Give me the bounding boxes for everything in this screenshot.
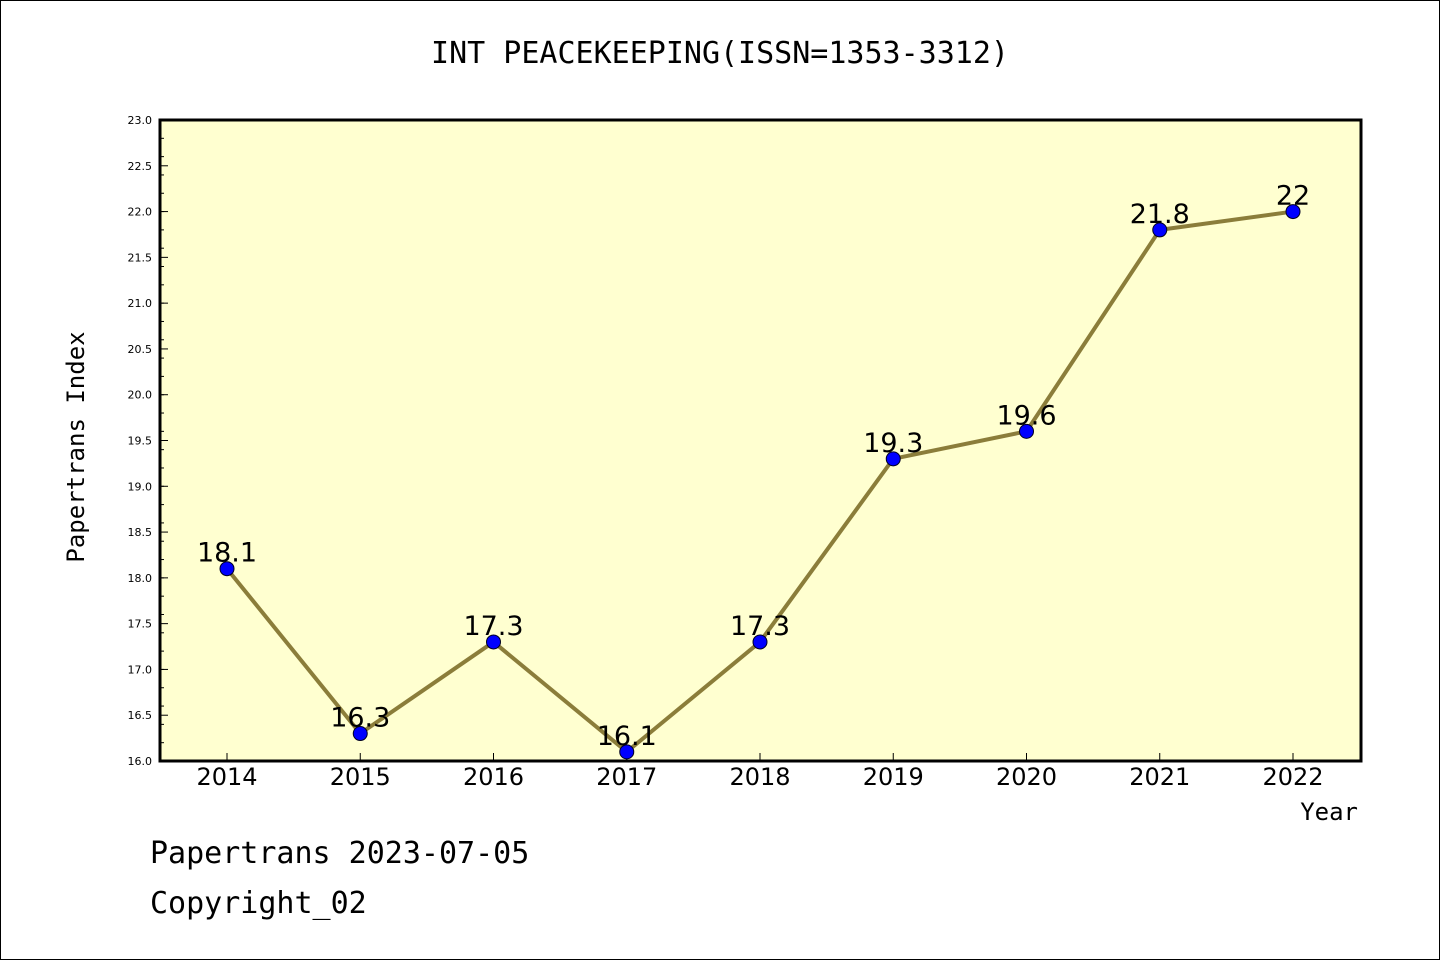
y-tick-label: 19.5 — [128, 435, 153, 448]
y-axis-ticks: 16.0 16.5 17.0 17.5 18.0 18.5 19.0 19.5 20.0 20.5… — [128, 114, 168, 768]
data-label: 16.1 — [597, 721, 657, 752]
x-tick-label: 2021 — [1129, 763, 1190, 791]
data-point — [1019, 423, 1034, 439]
y-tick-label: 17.0 — [128, 663, 153, 676]
x-tick-label: 2014 — [196, 763, 257, 791]
data-point — [752, 634, 768, 650]
data-point — [219, 561, 235, 577]
footer-date: Papertrans 2023-07-05 — [150, 836, 530, 871]
y-tick-label: 21.0 — [128, 297, 153, 310]
y-tick-label: 16.5 — [128, 709, 153, 722]
x-tick-label: 2018 — [729, 763, 790, 791]
data-points — [219, 204, 1301, 760]
y-tick-label: 17.5 — [128, 618, 153, 631]
x-axis-ticks: 2014 2015 2016 2017 2018 2019 2020 2021 2022 — [196, 753, 1324, 791]
y-tick-label: 19.0 — [128, 480, 153, 493]
x-axis-label: Year — [1300, 798, 1358, 826]
data-label: 17.3 — [730, 611, 790, 642]
data-point — [1285, 204, 1301, 220]
data-point — [619, 744, 635, 760]
y-tick-label: 21.5 — [128, 251, 153, 264]
data-label: 16.3 — [330, 703, 390, 734]
y-axis-label: Papertrans Index — [62, 331, 90, 562]
footer-copyright: Copyright_02 — [150, 886, 367, 921]
y-tick-label: 23.0 — [128, 114, 153, 127]
data-point — [885, 451, 901, 467]
x-tick-label: 2022 — [1262, 763, 1323, 791]
x-tick-label: 2020 — [996, 763, 1057, 791]
data-label: 18.1 — [197, 538, 257, 569]
data-label: 19.6 — [996, 400, 1056, 431]
data-point — [486, 634, 501, 650]
data-point — [352, 726, 368, 742]
y-tick-label: 22.0 — [128, 206, 153, 219]
x-tick-label: 2019 — [863, 763, 924, 791]
y-tick-label: 16.0 — [128, 755, 153, 768]
y-tick-label: 18.0 — [128, 572, 153, 585]
data-label: 22 — [1276, 181, 1310, 212]
y-tick-label: 20.5 — [128, 343, 153, 356]
y-tick-label: 18.5 — [128, 526, 153, 539]
y-tick-label: 22.5 — [128, 160, 153, 173]
data-label: 21.8 — [1130, 199, 1190, 230]
chart-title: INT PEACEKEEPING(ISSN=1353-3312) — [431, 36, 1009, 71]
x-tick-label: 2015 — [330, 763, 391, 791]
x-tick-label: 2016 — [463, 763, 524, 791]
data-label: 19.3 — [863, 428, 923, 459]
data-label: 17.3 — [463, 611, 523, 642]
x-tick-label: 2017 — [596, 763, 657, 791]
y-tick-label: 20.0 — [128, 389, 153, 402]
data-point — [1152, 222, 1168, 238]
data-labels: 18.1 16.3 17.3 16.1 17.3 19.3 19.6 21.8 22 — [197, 181, 1310, 752]
